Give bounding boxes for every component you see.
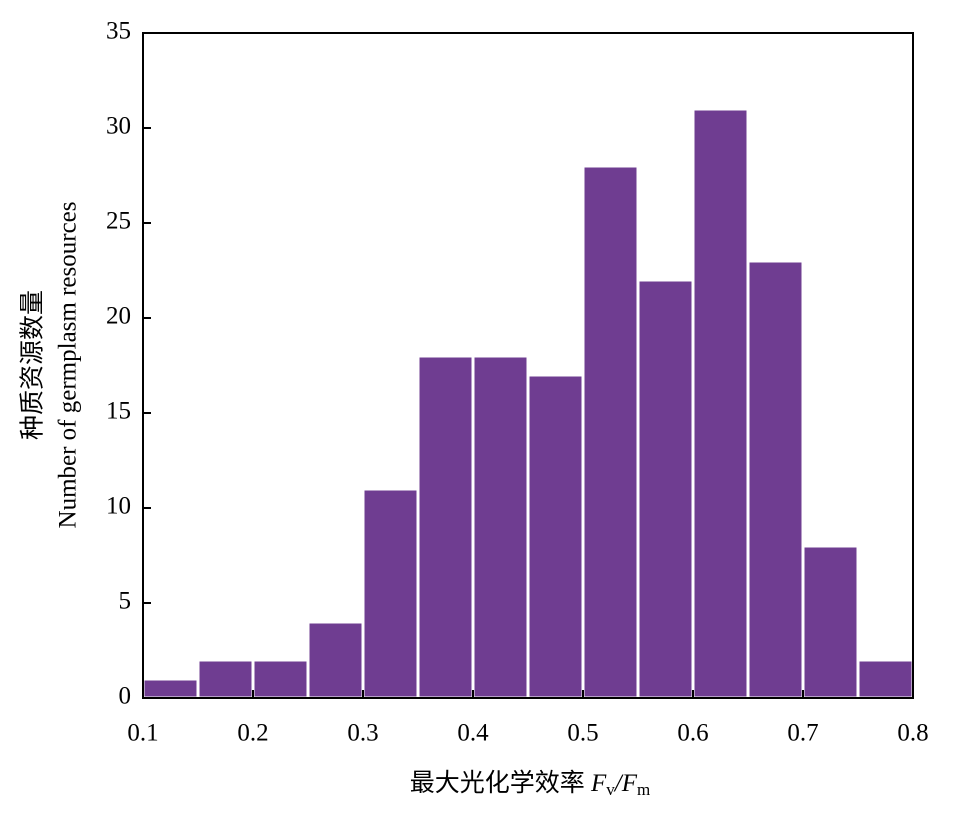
y-tick-label: 30 xyxy=(106,113,131,140)
y-axis-label: 种质资源数量 xyxy=(19,290,47,440)
y-tick-label: 10 xyxy=(106,493,131,520)
x-tick-label: 0.8 xyxy=(897,720,928,747)
x-tick-label: 0.7 xyxy=(787,720,818,747)
x-axis-label-part: F xyxy=(590,770,607,797)
x-tick-label: 0.2 xyxy=(237,720,268,747)
bar xyxy=(526,373,585,700)
y-tick-label: 5 xyxy=(119,588,132,615)
y-tick-label: 25 xyxy=(106,208,131,235)
y-axis-label: Number of germplasm resources xyxy=(55,202,82,529)
bar xyxy=(581,164,640,700)
bar xyxy=(196,658,255,700)
bar xyxy=(416,354,475,700)
bar xyxy=(636,278,695,700)
x-axis-label-part: m xyxy=(637,780,650,799)
x-axis-label-part: 最大光化学效率 xyxy=(410,769,591,797)
bar xyxy=(306,620,365,700)
x-tick-label: 0.5 xyxy=(567,720,598,747)
x-tick-label: 0.3 xyxy=(347,720,378,747)
x-tick-label: 0.4 xyxy=(457,720,489,747)
x-axis-label-part: /F xyxy=(613,770,638,797)
bar xyxy=(251,658,310,700)
x-axis-label-part: v xyxy=(606,780,615,799)
plot-frame xyxy=(142,32,914,699)
bar xyxy=(471,354,530,700)
x-tick-label: 0.6 xyxy=(677,720,708,747)
x-axis-label: 最大光化学效率 Fv/Fm xyxy=(410,769,651,799)
bar xyxy=(361,487,420,700)
y-tick-label: 20 xyxy=(106,303,131,330)
bar xyxy=(141,677,200,700)
y-tick-label: 15 xyxy=(106,398,131,425)
bar xyxy=(801,544,860,700)
bar xyxy=(856,658,915,700)
bar xyxy=(691,107,750,700)
bar xyxy=(746,259,805,700)
y-tick-label: 0 xyxy=(119,683,132,710)
y-tick-label: 35 xyxy=(106,18,131,45)
x-tick-label: 0.1 xyxy=(127,720,158,747)
